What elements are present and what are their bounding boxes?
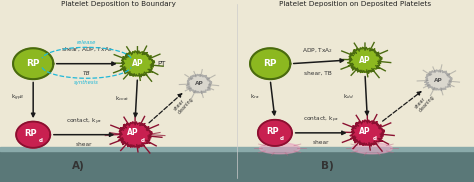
Text: k$_{coat}$: k$_{coat}$ — [115, 94, 129, 103]
Text: shear
cleaning: shear cleaning — [173, 92, 195, 115]
Bar — [0, 153, 237, 154]
Text: Platelet Deposition on Deposited Platelets: Platelet Deposition on Deposited Platele… — [280, 1, 431, 7]
Bar — [0, 175, 237, 177]
Bar — [0, 180, 237, 182]
Text: AP: AP — [195, 81, 203, 86]
Polygon shape — [425, 70, 452, 91]
Text: shear, ADP, TxA$_2$: shear, ADP, TxA$_2$ — [61, 45, 112, 54]
Text: AP: AP — [132, 59, 143, 68]
Text: d: d — [280, 136, 284, 141]
Bar — [0, 172, 237, 174]
Text: A): A) — [72, 161, 84, 171]
Bar — [0, 149, 237, 151]
Bar — [0, 164, 237, 166]
Text: shear, TB: shear, TB — [304, 71, 331, 76]
Polygon shape — [352, 143, 392, 154]
Text: B): B) — [321, 161, 333, 171]
Polygon shape — [13, 48, 54, 79]
Bar — [0, 167, 237, 169]
Polygon shape — [186, 74, 212, 94]
Text: d: d — [140, 138, 144, 143]
Bar — [0, 166, 237, 167]
Text: AP: AP — [359, 126, 371, 136]
Text: RP: RP — [264, 59, 277, 68]
Text: RP: RP — [266, 127, 279, 136]
Text: synthesis: synthesis — [74, 80, 99, 85]
Polygon shape — [250, 48, 290, 79]
Text: Platelet Deposition to Boundary: Platelet Deposition to Boundary — [61, 1, 176, 7]
Polygon shape — [258, 120, 292, 146]
Text: ADP, TxA$_2$: ADP, TxA$_2$ — [302, 46, 333, 55]
Bar — [0, 154, 237, 156]
Polygon shape — [118, 122, 152, 148]
Text: d: d — [373, 136, 376, 141]
Bar — [0, 171, 237, 172]
Text: AP: AP — [359, 56, 371, 65]
Text: d: d — [38, 138, 42, 143]
Bar — [237, 147, 474, 151]
Text: contact, k$_{ya}$: contact, k$_{ya}$ — [66, 117, 102, 127]
Text: shear: shear — [313, 140, 329, 145]
Bar — [0, 159, 237, 161]
Bar — [0, 169, 237, 171]
Text: k$_{dd}$: k$_{dd}$ — [343, 92, 354, 101]
Text: TB: TB — [82, 71, 91, 76]
Bar — [0, 147, 237, 151]
Bar — [0, 177, 237, 179]
Text: RP: RP — [27, 59, 40, 68]
Text: k$_{ra}$: k$_{ra}$ — [250, 92, 259, 101]
Bar — [0, 156, 237, 157]
Text: contact, k$_{pa}$: contact, k$_{pa}$ — [303, 115, 339, 125]
Polygon shape — [350, 120, 384, 146]
Text: PT: PT — [157, 61, 165, 67]
Bar — [0, 179, 237, 180]
Text: release: release — [77, 41, 96, 46]
Text: shear
cleaning: shear cleaning — [413, 91, 436, 113]
Bar — [0, 149, 237, 182]
Polygon shape — [120, 51, 155, 77]
Bar — [0, 174, 237, 175]
Bar — [0, 157, 237, 159]
Text: AP: AP — [434, 78, 443, 83]
Text: AP: AP — [127, 128, 138, 137]
Bar — [0, 151, 237, 153]
Bar — [0, 161, 237, 162]
Polygon shape — [347, 47, 382, 73]
Text: k$_{gpB}$: k$_{gpB}$ — [11, 93, 24, 103]
Polygon shape — [16, 122, 50, 148]
Bar — [0, 162, 237, 164]
Text: RP: RP — [25, 129, 37, 138]
Polygon shape — [260, 143, 300, 154]
Bar — [237, 149, 474, 182]
Text: shear: shear — [76, 142, 92, 147]
